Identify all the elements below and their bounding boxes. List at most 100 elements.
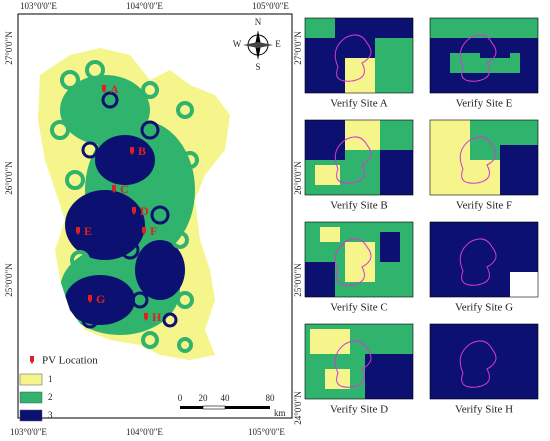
land-patch — [345, 242, 375, 282]
panel-frame — [429, 17, 539, 94]
legend-title: PV Location — [42, 355, 98, 367]
panel: Verify Site H — [429, 323, 539, 416]
scale-bar: 0 20 40 80 km — [178, 393, 286, 418]
lon-label: 103°0'0"E — [10, 427, 47, 437]
land-patch — [325, 369, 350, 389]
scale-label: 0 — [178, 393, 183, 403]
lon-label: 104°0'0"E — [126, 1, 163, 11]
compass-label: S — [255, 62, 260, 72]
pv-marker — [144, 313, 148, 321]
panel-caption: Verify Site D — [330, 404, 388, 416]
site-label: E — [84, 224, 92, 238]
panel-frame — [304, 17, 414, 94]
land-patch — [320, 227, 340, 242]
land-patch — [345, 120, 380, 150]
land-patch — [315, 165, 340, 185]
panels: Verify Site A Verify Site E Verify Site B V… — [304, 17, 539, 416]
compass: N S E W — [233, 17, 282, 72]
site-label: G — [96, 292, 105, 306]
lon-label: 105°0'0"E — [248, 427, 285, 437]
panel-frame — [429, 119, 539, 196]
panel-caption: Verify Site E — [456, 98, 513, 110]
pv-marker — [88, 295, 92, 303]
legend-label: 3 — [48, 410, 53, 420]
pv-marker — [130, 147, 134, 155]
land-patch — [305, 18, 335, 38]
land-patch — [430, 18, 538, 38]
site-label: B — [138, 144, 146, 158]
land-patch — [380, 232, 400, 262]
lat-label: 27°0'0"N — [293, 31, 303, 65]
pv-outline — [459, 136, 497, 184]
legend: PV Location 1 2 3 — [19, 355, 98, 422]
panel-caption: Verify Site C — [330, 302, 387, 314]
pv-outline — [334, 136, 372, 184]
lat-label: 26°0'0"N — [293, 161, 303, 195]
pv-outline — [459, 34, 497, 82]
panel-caption: Verify Site G — [455, 302, 513, 314]
legend-label: 1 — [48, 374, 53, 384]
scale-label: 20 — [199, 393, 209, 403]
pv-marker — [112, 185, 116, 193]
panel-frame — [304, 323, 414, 400]
sites: A B CD E F G H — [76, 82, 162, 324]
pv-outline — [459, 238, 497, 286]
panel: Verify Site A — [304, 17, 414, 110]
pv-marker — [142, 227, 146, 235]
land-patch — [375, 38, 413, 93]
panel-caption: Verify Site B — [330, 200, 387, 212]
site-label: C — [120, 182, 129, 196]
panel-caption: Verify Site A — [330, 98, 387, 110]
land-patch — [365, 354, 413, 399]
pv-marker — [102, 85, 106, 93]
site-label: F — [150, 224, 157, 238]
panel: Verify Site E — [429, 17, 539, 110]
land-patch — [305, 262, 335, 297]
panel-frame — [304, 221, 414, 298]
site-label: H — [152, 310, 162, 324]
panel-frame — [429, 323, 539, 400]
site-label: D — [140, 204, 149, 218]
compass-label: W — [233, 39, 242, 49]
lon-label: 103°0'0"E — [20, 1, 57, 11]
lat-label: 25°0'0"N — [4, 263, 14, 297]
lon-label: 105°0'0"E — [252, 1, 289, 11]
scale-unit: km — [274, 408, 286, 418]
pv-outline — [334, 34, 372, 82]
panel: Verify Site B — [304, 119, 414, 212]
land-patch — [305, 120, 345, 160]
scale-label: 40 — [221, 393, 231, 403]
panel-bg — [430, 324, 538, 399]
pv-marker — [76, 227, 80, 235]
panel: Verify Site G — [429, 221, 539, 314]
site-label: A — [110, 82, 119, 96]
scale-label: 80 — [266, 393, 276, 403]
panel-frame — [429, 221, 539, 298]
land-patch — [345, 58, 375, 93]
land-patch — [500, 145, 538, 195]
panel-caption: Verify Site H — [455, 404, 513, 416]
land-patch — [510, 272, 538, 297]
compass-label: N — [255, 17, 262, 27]
panel: Verify Site D — [304, 323, 414, 416]
lat-label: 24°0'0"N — [293, 391, 303, 425]
lat-label: 26°0'0"N — [4, 161, 14, 195]
pv-marker — [132, 207, 136, 215]
legend-label: 2 — [48, 392, 53, 402]
land-patch — [480, 43, 510, 58]
panel: Verify Site C — [304, 221, 414, 314]
panel: Verify Site F — [429, 119, 539, 212]
land-patch — [380, 150, 413, 195]
lat-label: 27°0'0"N — [4, 31, 14, 65]
lon-label: 104°0'0"E — [126, 427, 163, 437]
pv-outline — [334, 340, 372, 388]
land-patch — [310, 329, 350, 354]
land-patch — [385, 18, 413, 38]
pv-outline — [334, 238, 372, 286]
land-cover — [38, 48, 230, 360]
panel-caption: Verify Site F — [456, 200, 512, 212]
compass-label: E — [275, 39, 281, 49]
panel-frame — [304, 119, 414, 196]
lat-label: 25°0'0"N — [293, 263, 303, 297]
